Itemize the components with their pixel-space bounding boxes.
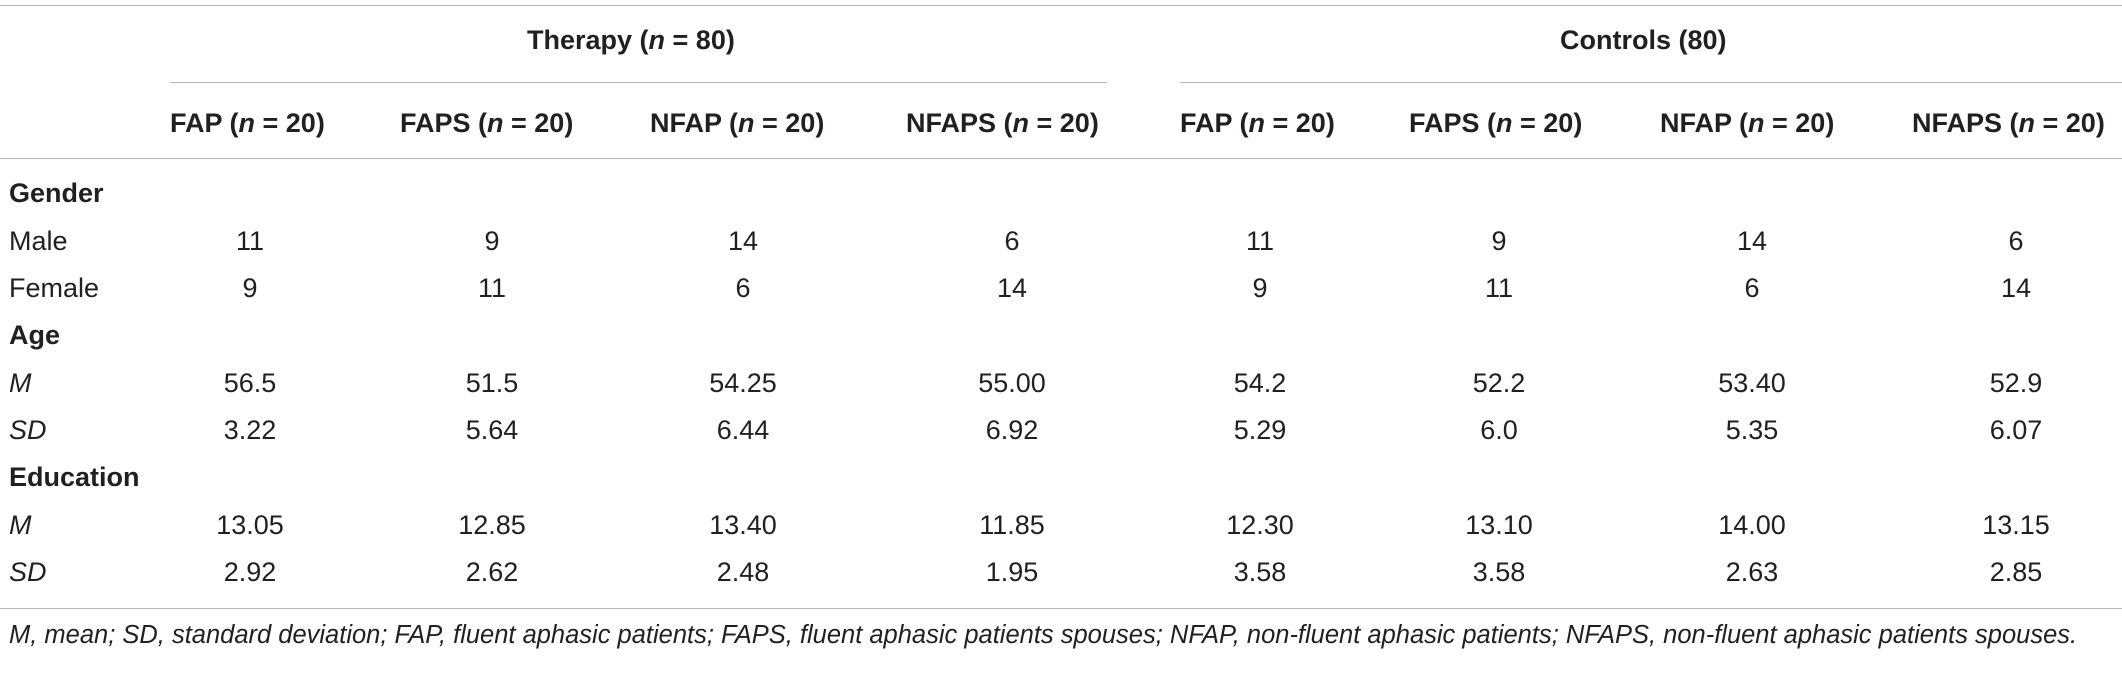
table-cell: 56.5 [223, 368, 277, 398]
table-cell: 9 [1252, 273, 1268, 303]
table-cell: 6.44 [716, 415, 770, 445]
table-cell: 51.5 [465, 368, 519, 398]
table-cell: 52.2 [1472, 368, 1526, 398]
table-cell: 54.2 [1233, 368, 1287, 398]
column-header: NFAPS (n = 20) [1912, 108, 2105, 138]
table-cell: 1.95 [985, 557, 1039, 587]
row-label-mean: M [9, 510, 32, 540]
section-title-age: Age [9, 320, 61, 350]
table-cell: 3.58 [1233, 557, 1287, 587]
therapy-group-rule [170, 82, 1107, 83]
table-cell: 14 [996, 273, 1028, 303]
table-cell: 11 [235, 226, 265, 256]
table-cell: 3.22 [223, 415, 277, 445]
table-cell: 5.64 [465, 415, 519, 445]
table-cell: 11.85 [979, 510, 1045, 540]
table-cell: 6 [2008, 226, 2024, 256]
table-cell: 55.00 [978, 368, 1046, 398]
table-cell: 14.00 [1718, 510, 1786, 540]
table-cell: 2.48 [716, 557, 770, 587]
table-cell: 11 [1484, 273, 1514, 303]
table-cell: 2.62 [465, 557, 519, 587]
table-cell: 13.05 [216, 510, 284, 540]
header-bottom-rule [0, 158, 2122, 159]
table-cell: 5.29 [1233, 415, 1287, 445]
table-cell: 12.85 [458, 510, 526, 540]
table-cell: 12.30 [1226, 510, 1294, 540]
column-header: FAPS (n = 20) [1409, 108, 1583, 138]
table-cell: 14 [2000, 273, 2032, 303]
row-label-sd: SD [9, 415, 47, 445]
table-cell: 9 [484, 226, 500, 256]
table-cell: 11 [1245, 226, 1275, 256]
table-cell: 6.07 [1989, 415, 2043, 445]
column-header: NFAPS (n = 20) [906, 108, 1099, 138]
group-header-therapy: Therapy (n = 80) [527, 25, 735, 55]
table-bottom-rule [0, 608, 2122, 609]
table-cell: 2.85 [1989, 557, 2043, 587]
table-cell: 11 [477, 273, 507, 303]
table-cell: 53.40 [1718, 368, 1786, 398]
table-cell: 6.92 [985, 415, 1039, 445]
row-label-mean: M [9, 368, 32, 398]
column-header: FAP (n = 20) [170, 108, 325, 138]
section-title-education: Education [9, 462, 140, 492]
table-cell: 9 [242, 273, 258, 303]
table-cell: 2.92 [223, 557, 277, 587]
table-cell: 6.0 [1480, 415, 1518, 445]
table-cell: 13.40 [709, 510, 777, 540]
column-header: NFAP (n = 20) [1660, 108, 1835, 138]
table-cell: 14 [1736, 226, 1768, 256]
table-cell: 9 [1491, 226, 1507, 256]
row-label-male: Male [9, 226, 68, 256]
table-cell: 14 [727, 226, 759, 256]
column-header: FAPS (n = 20) [400, 108, 574, 138]
table-cell: 13.10 [1465, 510, 1533, 540]
table-cell: 52.9 [1989, 368, 2043, 398]
column-header: FAP (n = 20) [1180, 108, 1335, 138]
table-footnote: M, mean; SD, standard deviation; FAP, fl… [9, 621, 2078, 649]
row-label-female: Female [9, 273, 100, 303]
top-rule [0, 5, 2122, 6]
table-cell: 2.63 [1725, 557, 1779, 587]
table-cell: 3.58 [1472, 557, 1526, 587]
table-cell: 6 [1004, 226, 1020, 256]
section-title-gender: Gender [9, 178, 104, 208]
column-header: NFAP (n = 20) [650, 108, 825, 138]
group-header-controls: Controls (80) [1560, 25, 1727, 55]
table-cell: 54.25 [709, 368, 777, 398]
table-cell: 13.15 [1982, 510, 2050, 540]
table-cell: 6 [735, 273, 751, 303]
controls-group-rule [1180, 82, 2122, 83]
table-cell: 6 [1744, 273, 1760, 303]
row-label-sd: SD [9, 557, 47, 587]
table-cell: 5.35 [1725, 415, 1779, 445]
